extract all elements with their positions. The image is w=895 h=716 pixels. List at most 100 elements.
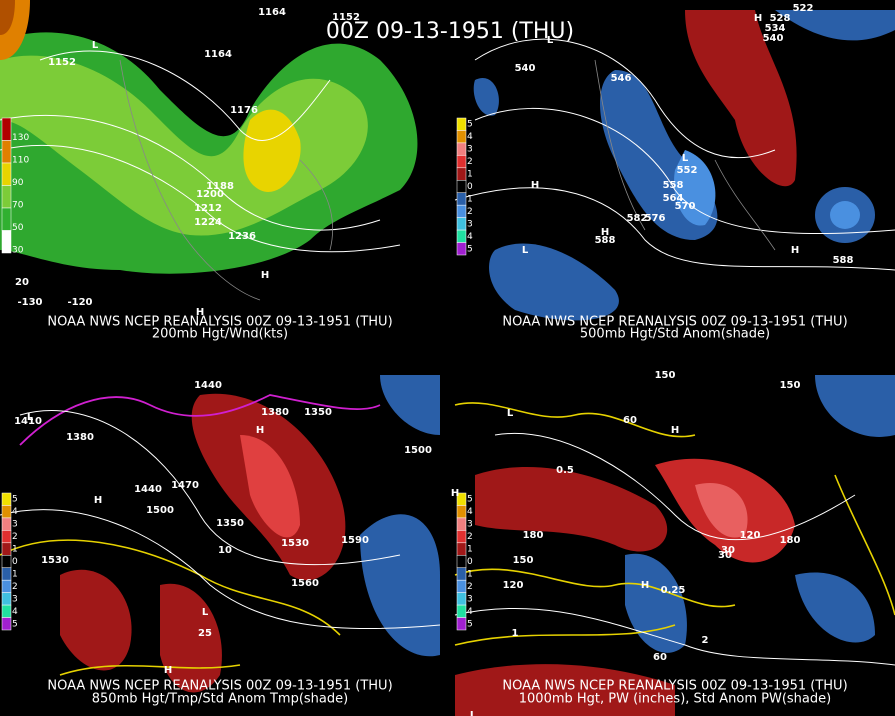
legend-label: 1	[467, 569, 473, 579]
map-850mb	[0, 375, 441, 693]
map-500mb	[454, 10, 895, 321]
contour-label: H	[94, 495, 102, 506]
legend-swatch	[1, 207, 12, 231]
legend-swatch	[456, 530, 467, 544]
panel-caption: NOAA NWS NCEP REANALYSIS 00Z 09-13-1951 …	[47, 679, 392, 694]
contour-label: 1176	[230, 105, 258, 116]
contour-label: 1500	[404, 445, 432, 456]
legend-swatch	[456, 142, 467, 156]
legend-label: 5	[467, 244, 473, 254]
contour-label: 540	[515, 63, 536, 74]
contour-label: 576	[645, 213, 666, 224]
legend-swatch	[456, 167, 467, 181]
contour-label: 1410	[14, 416, 42, 427]
contour-label: 1236	[228, 231, 256, 242]
contour-label: 25	[198, 628, 212, 639]
legend-label: 5	[467, 120, 473, 130]
contour-label: 534	[765, 23, 786, 34]
legend-swatch	[456, 192, 467, 206]
contour-label: 1152	[332, 12, 360, 23]
legend-swatch	[1, 140, 12, 164]
contour-label: 540	[763, 33, 784, 44]
panel-caption: NOAA NWS NCEP REANALYSIS 00Z 09-13-1951 …	[502, 679, 847, 694]
panel-caption: NOAA NWS NCEP REANALYSIS 00Z 09-13-1951 …	[502, 315, 847, 330]
legend-swatch	[456, 204, 467, 218]
contour-label: L	[92, 40, 99, 51]
contour-label: 30	[718, 550, 732, 561]
contour-label: 522	[793, 3, 814, 14]
contour-label: 1500	[146, 505, 174, 516]
legend-swatch	[456, 542, 467, 556]
legend-label: 4	[12, 507, 18, 517]
legend-label: 2	[12, 582, 18, 592]
contour-label: 1164	[258, 7, 286, 18]
legend-swatch	[456, 517, 467, 531]
legend-swatch	[456, 155, 467, 169]
contour-label: 0.5	[556, 465, 574, 476]
contour-label: 564	[663, 193, 684, 204]
panel-subtitle: 500mb Hgt/Std Anom(shade)	[580, 327, 770, 342]
panel-caption: NOAA NWS NCEP REANALYSIS 00Z 09-13-1951 …	[47, 315, 392, 330]
legend-label: 5	[12, 495, 18, 505]
contour-label: 1440	[134, 484, 162, 495]
contour-label: 588	[595, 235, 616, 246]
legend-label: 2	[467, 207, 473, 217]
contour-label: H	[261, 270, 269, 281]
legend-swatch	[1, 517, 12, 531]
contour-label: 20	[15, 277, 29, 288]
legend-label: 4	[467, 132, 473, 142]
legend-swatch	[456, 592, 467, 606]
contour-label: 1188	[206, 181, 234, 192]
legend-label: 4	[467, 232, 473, 242]
legend-swatch	[1, 492, 12, 506]
contour-label: 1350	[304, 407, 332, 418]
contour-label: L	[27, 412, 34, 423]
contour-label: 60	[623, 415, 637, 426]
contour-label: H	[531, 180, 539, 191]
contour-label: 0.25	[661, 585, 686, 596]
legend-swatch	[1, 185, 12, 209]
contour-label: 1440	[194, 380, 222, 391]
contour-label: L	[682, 153, 689, 164]
legend-label: 3	[467, 520, 473, 530]
contour-label: 150	[513, 555, 534, 566]
map-200mb	[0, 0, 418, 301]
contour-label: H	[451, 488, 459, 499]
legend-swatch	[456, 604, 467, 618]
contour-label: H	[256, 425, 264, 436]
legend-label: 4	[467, 607, 473, 617]
legend-swatch	[456, 505, 467, 519]
contour-label: H	[791, 245, 799, 256]
legend-label: 4	[12, 607, 18, 617]
legend-label: 1	[12, 545, 18, 555]
contour-label: H	[601, 227, 609, 238]
legend-swatch	[456, 217, 467, 231]
legend-swatch	[456, 617, 467, 631]
legend-swatch	[456, 117, 467, 131]
contour-label: 1164	[204, 49, 232, 60]
legend-swatch	[1, 530, 12, 544]
legend-swatch	[456, 242, 467, 256]
legend-label: 30	[12, 245, 24, 255]
contour-label: 150	[780, 380, 801, 391]
legend-swatch	[456, 229, 467, 243]
legend-swatch	[1, 117, 12, 141]
contour-label: 1224	[194, 217, 222, 228]
legend-swatch	[1, 592, 12, 606]
legend-label: 4	[467, 507, 473, 517]
legend-swatch	[1, 604, 12, 618]
legend-label: 1	[467, 194, 473, 204]
contour-label: 180	[780, 535, 801, 546]
map-title: 00Z 09-13-1951 (THU)	[326, 19, 574, 44]
legend-swatch	[456, 130, 467, 144]
legend-label: 50	[12, 223, 24, 233]
contour-label: H	[754, 13, 762, 24]
legend-label: 130	[12, 133, 29, 143]
contour-label: H	[641, 580, 649, 591]
contour-label: H	[164, 665, 172, 676]
legend-label: 1	[467, 170, 473, 180]
legend-swatch	[1, 579, 12, 593]
contour-label: 558	[663, 180, 684, 191]
contour-label: 1380	[66, 432, 94, 443]
